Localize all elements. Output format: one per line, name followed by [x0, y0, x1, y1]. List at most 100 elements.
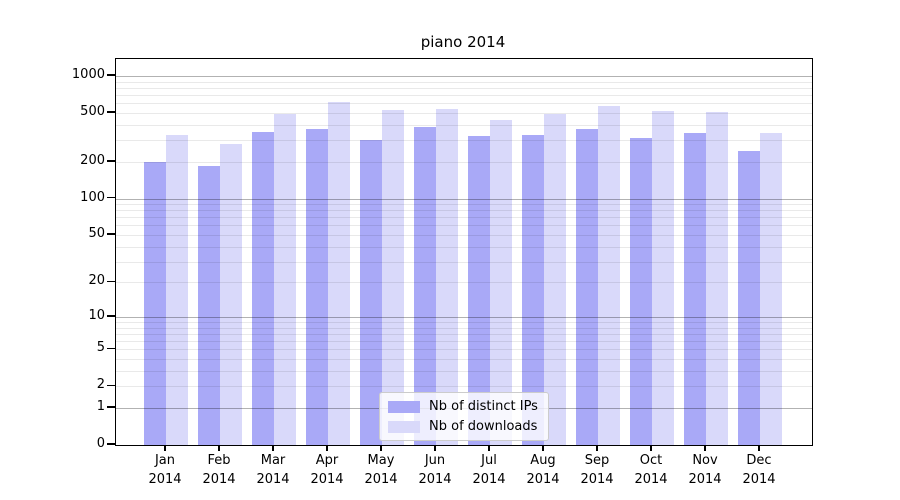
y-tick-mark [107, 196, 115, 199]
x-tick-label-month: Sep [584, 453, 610, 468]
y-tick-label: 1000 [71, 66, 105, 82]
x-tick-mark [542, 446, 544, 451]
bar-downloads [436, 108, 458, 445]
y-tick-mark [107, 280, 115, 283]
bar-downloads [166, 135, 188, 445]
y-tick-mark [107, 111, 115, 113]
x-tick-label-month: Apr [315, 453, 339, 468]
legend-label: Nb of downloads [429, 419, 538, 434]
bar-distinct-ips [522, 135, 544, 445]
plot-area: Nb of distinct IPs Nb of downloads [115, 58, 813, 446]
y-tick-label: 500 [80, 103, 105, 119]
x-tick-mark [758, 446, 760, 451]
y-tick-mark [107, 406, 115, 408]
x-tick-label-year: 2014 [472, 472, 506, 487]
x-tick-label: Mar 2014 [238, 451, 308, 489]
x-tick-label-year: 2014 [526, 472, 560, 487]
x-tick-label: Aug 2014 [508, 451, 578, 489]
bar-downloads [706, 111, 728, 445]
y-tick-mark [107, 233, 115, 235]
y-tick-label: 200 [80, 152, 105, 168]
y-tick-mark [107, 74, 115, 76]
x-tick-label-year: 2014 [310, 472, 344, 487]
x-tick-label-year: 2014 [418, 472, 452, 487]
bar-downloads [382, 110, 404, 445]
x-tick-label: Jul 2014 [454, 451, 524, 489]
bar-distinct-ips [252, 131, 274, 445]
bar-distinct-ips [468, 135, 490, 445]
bar-downloads [274, 113, 296, 445]
y-tick-mark [107, 160, 115, 162]
bar-downloads [328, 101, 350, 445]
bar-downloads [544, 114, 566, 445]
legend: Nb of distinct IPs Nb of downloads [379, 392, 549, 441]
y-tick-label: 50 [88, 226, 105, 241]
x-tick-mark [704, 446, 706, 451]
y-tick-label: 1 [96, 399, 105, 414]
x-tick-mark [596, 446, 598, 451]
bar-distinct-ips [684, 132, 706, 445]
x-tick-label: Feb 2014 [184, 451, 254, 489]
x-tick-mark [488, 446, 490, 451]
legend-item-downloads: Nb of downloads [388, 419, 538, 434]
x-tick-mark [326, 446, 328, 451]
legend-item-distinct-ips: Nb of distinct IPs [388, 399, 538, 414]
bar-downloads [220, 143, 242, 445]
x-tick-label: Dec 2014 [724, 451, 794, 489]
x-tick-label-month: May [367, 453, 395, 468]
x-tick-label-year: 2014 [364, 472, 398, 487]
x-tick-label-year: 2014 [256, 472, 290, 487]
y-tick-label: 5 [96, 340, 105, 356]
x-tick-label-month: Jun [424, 453, 446, 468]
x-tick-label: Nov 2014 [670, 451, 740, 489]
y-tick-mark [107, 443, 115, 445]
y-tick-label: 20 [88, 273, 105, 289]
x-tick-label-month: Oct [639, 453, 663, 468]
x-tick-label-month: Nov [692, 453, 718, 468]
x-tick-mark [650, 446, 652, 451]
y-tick-label: 0 [96, 436, 105, 451]
x-tick-label-month: Feb [207, 453, 231, 468]
bar-distinct-ips [414, 126, 436, 445]
legend-swatch-distinct-ips [388, 400, 420, 413]
x-tick-label: Oct 2014 [616, 451, 686, 489]
page-title: piano 2014 [420, 33, 506, 51]
x-tick-label-year: 2014 [634, 472, 668, 487]
bar-distinct-ips [576, 129, 598, 445]
x-tick-label-month: Mar [260, 453, 286, 468]
x-tick-label-year: 2014 [688, 472, 722, 487]
x-tick-label-year: 2014 [202, 472, 236, 487]
y-tick-mark [107, 384, 115, 387]
y-tick-mark [107, 315, 115, 317]
x-tick-mark [164, 446, 166, 451]
y-tick-label: 10 [88, 307, 105, 323]
x-tick-label: Jun 2014 [400, 451, 470, 489]
x-tick-label: Jan 2014 [130, 451, 200, 489]
legend-swatch-downloads [388, 420, 420, 433]
legend-label: Nb of distinct IPs [429, 399, 538, 414]
bars-layer [116, 59, 812, 445]
bar-distinct-ips [306, 129, 328, 445]
x-tick-mark [380, 446, 382, 451]
bar-downloads [760, 132, 782, 445]
bar-distinct-ips [738, 150, 760, 445]
x-tick-label-year: 2014 [742, 472, 776, 487]
y-tick-mark [107, 347, 115, 349]
y-tick-label: 2 [96, 377, 105, 393]
bar-downloads [490, 119, 512, 445]
x-tick-mark [434, 446, 436, 451]
x-tick-label-month: Jul [481, 453, 497, 468]
bar-distinct-ips [144, 161, 166, 445]
x-tick-label: May 2014 [346, 451, 416, 489]
x-tick-label-month: Dec [746, 453, 772, 468]
y-tick-label: 100 [80, 189, 105, 205]
x-tick-label: Sep 2014 [562, 451, 632, 489]
x-tick-label-year: 2014 [148, 472, 182, 487]
bar-distinct-ips [630, 137, 652, 445]
x-tick-label: Apr 2014 [292, 451, 362, 489]
bar-downloads [652, 111, 674, 445]
x-tick-label-year: 2014 [580, 472, 614, 487]
bar-downloads [598, 105, 620, 445]
x-tick-mark [272, 446, 274, 451]
